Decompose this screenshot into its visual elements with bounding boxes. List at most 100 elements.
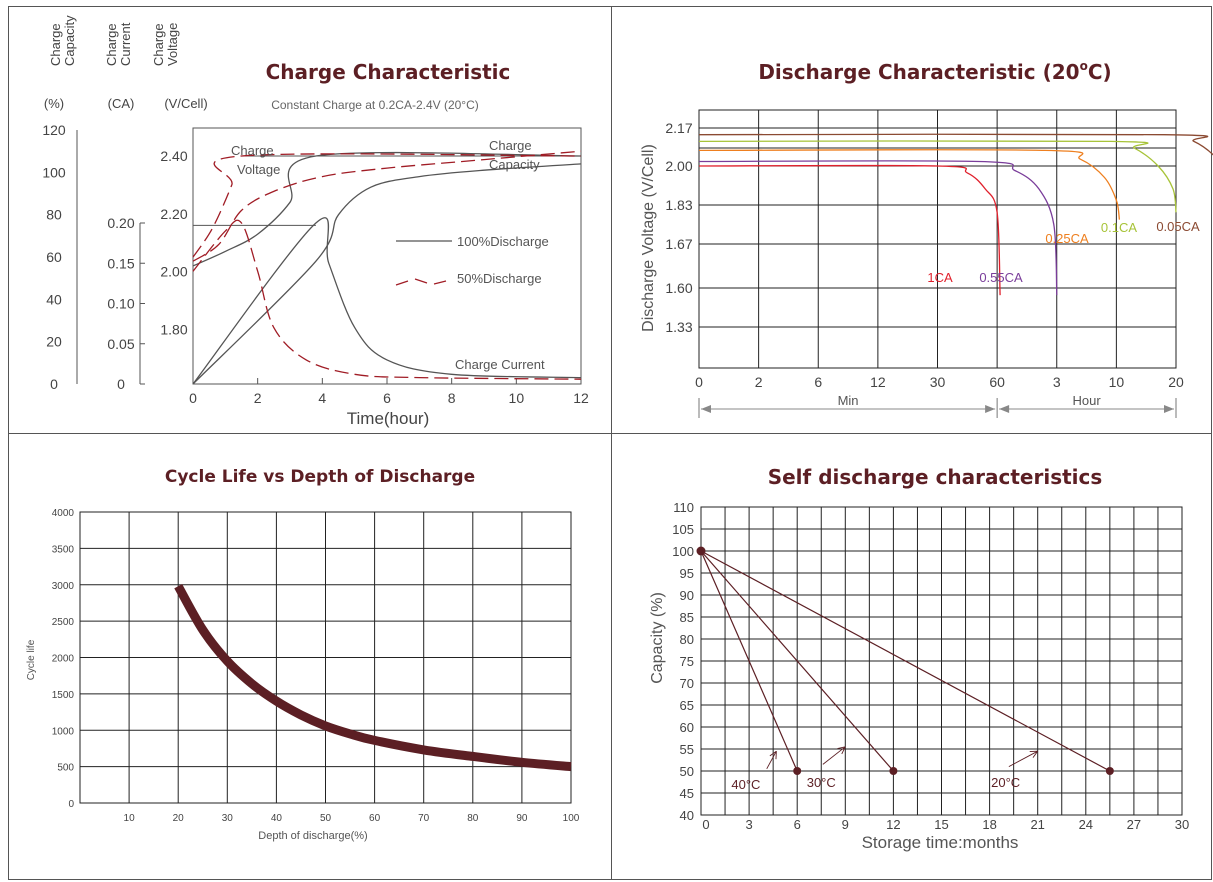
current-tick-label: 0.20: [107, 215, 134, 231]
cycle-x-tick: 40: [271, 813, 283, 824]
cycle-life-curve: [174, 583, 572, 772]
x-tick-label: 0: [189, 390, 197, 406]
self-y-tick: 50: [680, 764, 694, 779]
discharge-y-tick: 2.17: [665, 120, 692, 136]
discharge-title: Discharge Characteristic (20oC): [758, 59, 1111, 84]
axis-unit-label: (%): [44, 96, 64, 111]
discharge-label-0.05CA: 0.05CA: [1156, 219, 1200, 234]
legend-label-100: 100%Discharge: [457, 234, 549, 249]
self-x-tick: 21: [1030, 817, 1044, 832]
axis-header-word: Charge: [151, 23, 166, 66]
self-y-tick: 70: [680, 676, 694, 691]
cycle-x-tick: 80: [467, 813, 479, 824]
current-tick-label: 0.15: [107, 255, 134, 271]
self-arrow-shaft-1: [822, 746, 846, 765]
x-tick-label: 4: [318, 390, 326, 406]
cycle-y-tick: 2500: [52, 617, 75, 628]
discharge-curve-0.25CA: [698, 149, 1121, 220]
x-tick-label: 10: [509, 390, 525, 406]
annotation-charge-current: Charge Current: [455, 357, 545, 372]
x-tick-label: 12: [573, 390, 589, 406]
self-xlabel: Storage time:months: [862, 833, 1019, 852]
axis-header-word: Capacity: [62, 15, 77, 66]
self-y-tick: 110: [673, 500, 694, 515]
cycle-y-tick: 2000: [52, 654, 75, 665]
cycle-y-tick: 1500: [52, 690, 75, 701]
discharge-curve-0.55CA: [698, 160, 1058, 296]
self-x-tick: 0: [702, 817, 709, 832]
current-tick-label: 0.05: [107, 336, 134, 352]
self-x-tick: 24: [1079, 817, 1093, 832]
self-x-tick: 3: [745, 817, 752, 832]
charge-title: Charge Characteristic: [266, 60, 511, 84]
annotation-charge-voltage-2: Voltage: [237, 162, 280, 177]
charge-series-capacity-50: [192, 150, 582, 262]
self-x-tick: 12: [886, 817, 900, 832]
discharge-x-tick: 0: [695, 374, 703, 390]
self-arrow-head-0: [769, 750, 777, 760]
discharge-plot: 1CA 0.55CA 0.25CA 0.1CA 0.05CA: [698, 133, 1213, 296]
self-y-tick: 75: [680, 654, 694, 669]
discharge-x-tick: 60: [989, 374, 1005, 390]
self-ylabel: Capacity (%): [649, 592, 666, 684]
range-arrowhead: [1164, 405, 1174, 413]
discharge-x-tick: 2: [755, 374, 763, 390]
self-line-2: [700, 550, 1111, 772]
charge-xlabel: Time(hour): [347, 409, 430, 428]
self-axes: 0 3 6 9 12 15 18 21 24 27 30 40 45 50 55 60 65 70 75 80 85 90…: [672, 500, 1189, 832]
capacity-tick-label: 60: [46, 249, 62, 265]
axis-header-word: Charge: [48, 23, 63, 66]
legend-label-50: 50%Discharge: [457, 271, 542, 286]
range-label-min: Min: [838, 393, 859, 408]
discharge-x-tick: 20: [1168, 374, 1184, 390]
self-start-point: [696, 546, 706, 556]
voltage-tick-label: 2.00: [160, 264, 187, 280]
cycle-y-tick: 1000: [52, 726, 75, 737]
cycle-y-tick: 0: [68, 799, 74, 810]
cycle-plot: [174, 583, 572, 772]
cycle-x-tick: 70: [418, 813, 430, 824]
self-x-tick: 30: [1175, 817, 1189, 832]
capacity-tick-label: 40: [46, 291, 62, 307]
self-end-point-0: [793, 767, 802, 775]
self-y-tick: 100: [672, 544, 694, 559]
self-y-tick: 60: [680, 720, 694, 735]
discharge-y-tick: 1.67: [665, 236, 692, 252]
discharge-label-1CA: 1CA: [927, 270, 953, 285]
self-y-tick: 90: [680, 588, 694, 603]
charge-plot: [192, 150, 582, 385]
charge-series-current-100: [192, 217, 582, 385]
charge-series-current-50: [192, 219, 582, 380]
voltage-tick-label: 1.80: [160, 322, 187, 338]
self-label-1: 30°C: [807, 775, 836, 790]
capacity-tick-label: 80: [46, 207, 62, 223]
charge-series-voltage-100: [192, 151, 582, 267]
discharge-chart: Discharge Characteristic (20oC) 2.17 2.00…: [640, 59, 1213, 418]
cycle-title: Cycle Life vs Depth of Discharge: [165, 467, 475, 487]
discharge-curve-1CA: [698, 164, 1001, 296]
cycle-ylabel: Cycle life: [26, 639, 37, 680]
discharge-label-0.1CA: 0.1CA: [1101, 220, 1137, 235]
discharge-curve-0.05CA: [698, 133, 1213, 156]
axis-unit-label: (CA): [108, 96, 135, 111]
discharge-y-tick: 1.60: [665, 280, 692, 296]
self-arrow-head-1: [837, 746, 846, 755]
discharge-curve-0.1CA: [698, 140, 1177, 213]
current-tick-label: 0: [117, 376, 125, 392]
range-label-hour: Hour: [1072, 393, 1101, 408]
cycle-x-tick: 90: [516, 813, 528, 824]
discharge-x-tick: 10: [1109, 374, 1125, 390]
cycle-x-tick: 100: [563, 813, 580, 824]
capacity-tick-label: 0: [50, 376, 58, 392]
self-x-tick: 6: [794, 817, 801, 832]
axis-header-word: Charge: [104, 23, 119, 66]
self-label-0: 40°C: [731, 777, 760, 792]
self-end-point-1: [889, 767, 898, 775]
cycle-x-tick: 30: [222, 813, 234, 824]
discharge-y-tick: 1.83: [665, 197, 692, 213]
self-y-tick: 65: [680, 698, 694, 713]
self-chart: Self discharge characteristics 0 3 6 9 12 15 1…: [649, 465, 1189, 852]
cycle-y-tick: 3500: [52, 544, 75, 555]
